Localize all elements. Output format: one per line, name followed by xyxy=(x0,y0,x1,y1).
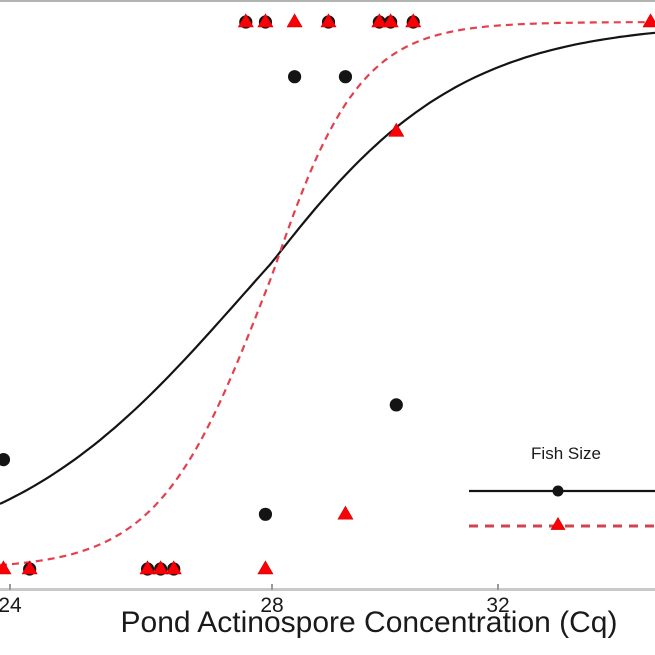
data-point-triangle xyxy=(21,560,38,575)
data-point-triangle xyxy=(382,13,399,28)
legend-title: Fish Size xyxy=(531,444,601,463)
data-point-circle xyxy=(0,453,11,467)
data-point-circle xyxy=(258,507,273,521)
x-axis-line xyxy=(0,588,655,591)
data-point-triangle xyxy=(152,560,169,575)
data-point-triangle xyxy=(237,13,254,28)
data-point-triangle xyxy=(642,13,655,28)
data-point-triangle xyxy=(0,560,12,575)
data-point-triangle xyxy=(257,560,274,575)
fit-curve-dashed xyxy=(0,21,655,567)
x-axis-title: Pond Actinospore Concentration (Cq) xyxy=(120,606,618,639)
data-point-triangle xyxy=(337,505,354,520)
data-point-triangle xyxy=(139,560,156,575)
fit-curve-solid xyxy=(0,31,655,505)
data-point-circle xyxy=(389,398,403,412)
data-point-triangle xyxy=(405,13,422,28)
figure-top-border xyxy=(0,0,655,2)
data-point-triangle xyxy=(388,122,405,137)
x-tick-label: 32 xyxy=(486,594,509,617)
data-point-triangle xyxy=(371,13,388,28)
data-point-triangle xyxy=(286,13,303,28)
x-tick-label: 24 xyxy=(0,594,22,617)
x-tick-label: 28 xyxy=(260,594,283,617)
data-point-circle xyxy=(338,70,353,84)
data-point-circle xyxy=(288,70,302,84)
data-point-triangle xyxy=(257,13,274,28)
data-point-triangle xyxy=(320,13,337,28)
data-point-triangle xyxy=(165,560,182,575)
legend-marker-triangle xyxy=(550,516,566,530)
legend-marker-circle xyxy=(552,485,564,497)
